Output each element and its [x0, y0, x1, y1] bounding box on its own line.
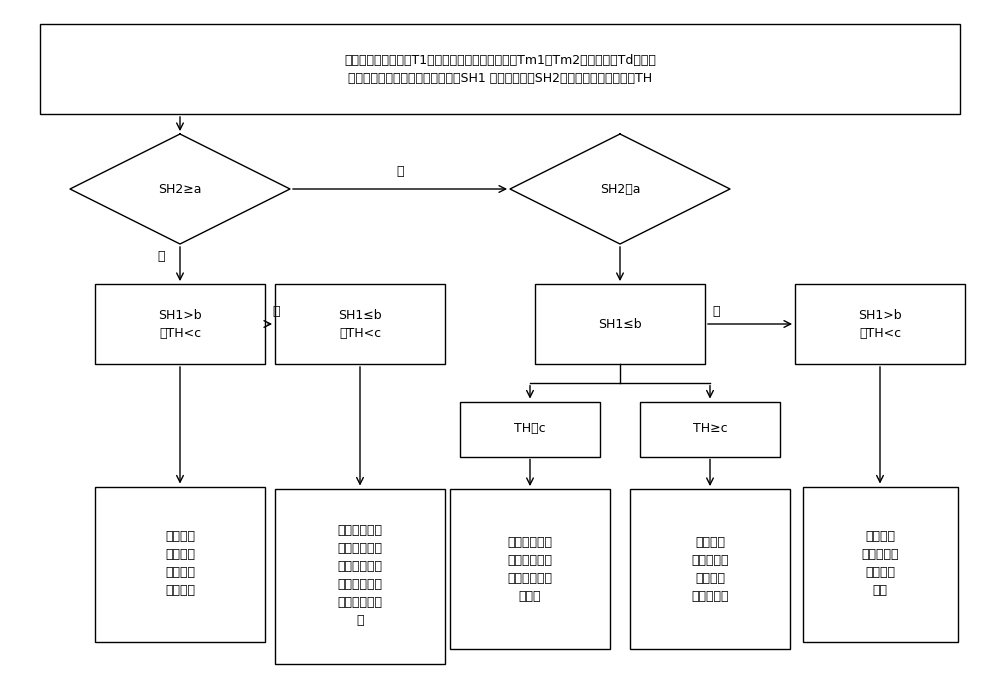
Bar	[802, 487, 958, 642]
Text: TH≥c: TH≥c	[693, 423, 727, 435]
Bar	[535, 284, 705, 364]
Text: 否: 否	[396, 164, 404, 177]
Bar	[640, 402, 780, 456]
Bar	[275, 284, 445, 364]
Text: 判定补气
未带液，
可增大补
气阀开度: 判定补气 未带液， 可增大补 气阀开度	[165, 530, 195, 597]
Text: TH＜c: TH＜c	[514, 423, 546, 435]
Text: 否: 否	[712, 305, 720, 317]
Text: 判定补气轻微
带液，但未影
响压缩机可靠
性，可调小或
保持补气阀开
度: 判定补气轻微 带液，但未影 响压缩机可靠 性，可调小或 保持补气阀开 度	[338, 524, 382, 627]
Text: SH2＜a: SH2＜a	[600, 183, 640, 195]
Text: SH2≥a: SH2≥a	[158, 183, 202, 195]
Bar	[450, 489, 610, 649]
Bar	[95, 284, 265, 364]
Text: 可判定补
气未带液，
吸气存在
带液: 可判定补 气未带液， 吸气存在 带液	[861, 530, 899, 597]
Text: 判定补气轻微
带液，可调小
或保持补气阀
开度；: 判定补气轻微 带液，可调小 或保持补气阀 开度；	[508, 536, 552, 603]
Polygon shape	[510, 134, 730, 244]
Bar	[95, 487, 265, 642]
Text: SH1≤b: SH1≤b	[598, 317, 642, 330]
Text: SH1≤b
或TH<c: SH1≤b 或TH<c	[338, 309, 382, 340]
Text: SH1>b
且TH<c: SH1>b 且TH<c	[858, 309, 902, 340]
Text: 压缩机运行时每间隔T1分钟，检测补气阀前后温度Tm1及Tm2、排气温度Td、补气
压力和排气压力，计算补气过热度SH1 、排气过热度SH2及补气阀前后温度差值T: 压缩机运行时每间隔T1分钟，检测补气阀前后温度Tm1及Tm2、排气温度Td、补气…	[344, 53, 656, 84]
Bar	[460, 402, 600, 456]
Text: 是: 是	[158, 249, 165, 262]
Polygon shape	[70, 134, 290, 244]
Bar	[630, 489, 790, 649]
Bar	[40, 24, 960, 114]
Bar	[795, 284, 965, 364]
Text: 判定补气
严重带液，
需立即关
闭补气阀；: 判定补气 严重带液， 需立即关 闭补气阀；	[691, 536, 729, 603]
Text: SH1>b
且TH<c: SH1>b 且TH<c	[158, 309, 202, 340]
Text: 否: 否	[272, 305, 280, 317]
Bar	[275, 489, 445, 663]
